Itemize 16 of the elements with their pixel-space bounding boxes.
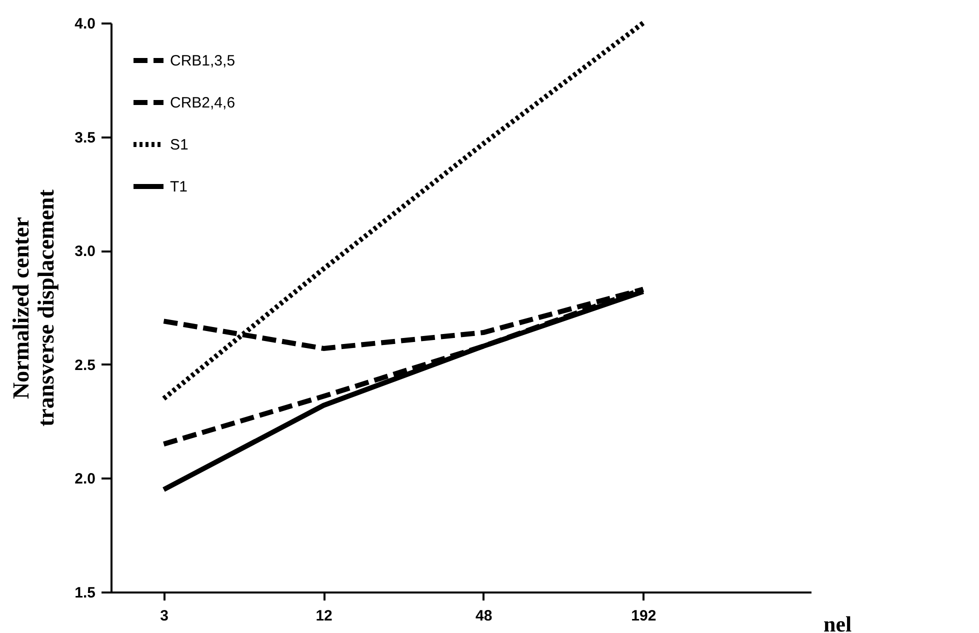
x-axis-title: nel	[824, 612, 852, 633]
y-tick-label: 1.5	[74, 584, 96, 602]
y-tick-label: 2.0	[74, 470, 96, 488]
x-tick-label: 192	[631, 608, 656, 624]
x-tick-label: 12	[316, 608, 332, 624]
y-tick-label: 4.0	[74, 16, 96, 32]
y-axis-title: Normalized center transverse displacement	[8, 189, 59, 426]
y-tick-label: 3.5	[74, 129, 96, 146]
legend-label: T1	[170, 178, 188, 196]
x-tick-label: 3	[160, 608, 168, 624]
y-tick-label: 2.5	[74, 356, 96, 374]
legend-label: CRB1,3,5	[170, 52, 236, 70]
y-tick-label: 3.0	[74, 243, 96, 260]
legend-label: CRB2,4,6	[170, 94, 236, 112]
x-tick-label: 48	[476, 608, 492, 624]
legend-label: S1	[170, 136, 188, 154]
